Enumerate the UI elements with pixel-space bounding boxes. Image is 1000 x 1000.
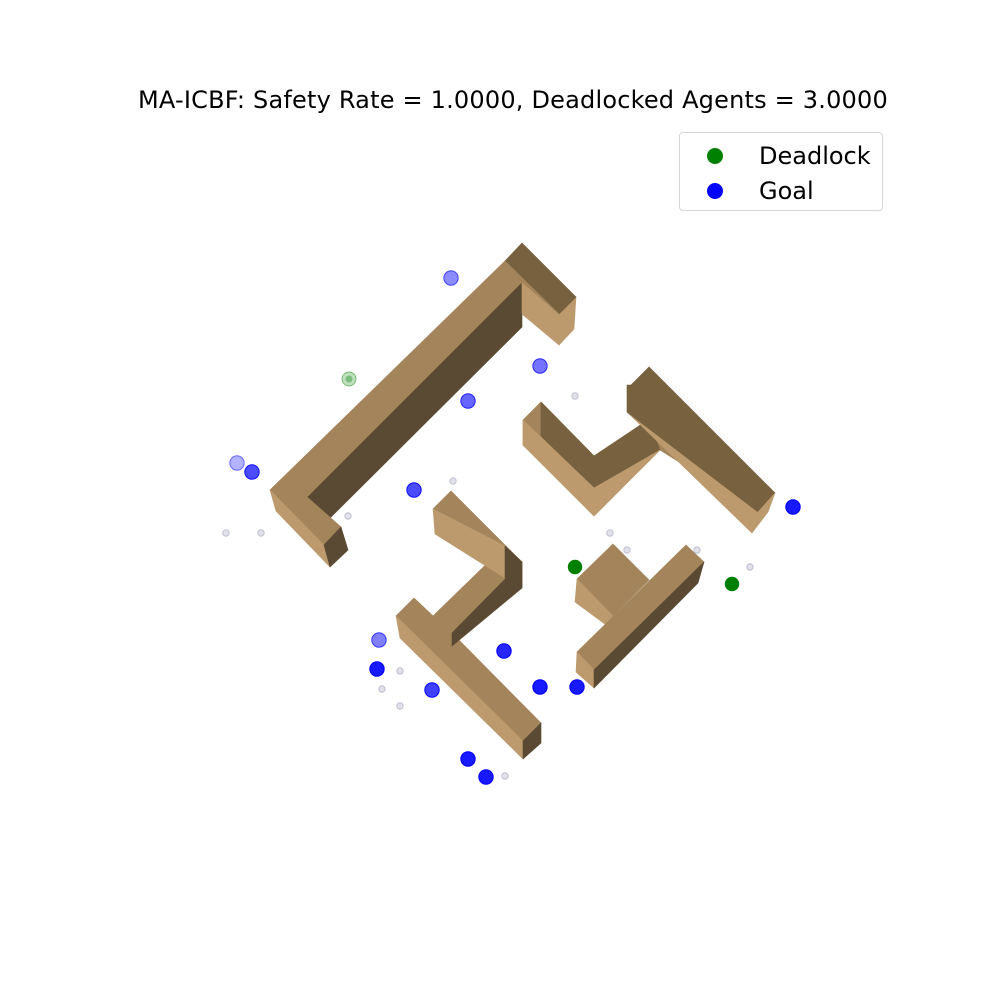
- wall-face: [522, 722, 542, 760]
- trail-point: [222, 529, 230, 537]
- goal-marker: [371, 632, 387, 648]
- wall-layer: [269, 242, 776, 760]
- legend-marker-deadlock: [707, 148, 723, 164]
- trail-point: [501, 772, 509, 780]
- goal-marker: [229, 455, 245, 471]
- deadlock-marker: [724, 576, 740, 592]
- wall-face: [323, 526, 349, 568]
- trail-layer: [222, 392, 754, 780]
- wall-face: [593, 449, 661, 517]
- trail-point: [606, 529, 614, 537]
- legend-item-deadlock: Deadlock: [680, 141, 882, 171]
- chart-title: MA-ICBF: Safety Rate = 1.0000, Deadlocke…: [138, 86, 888, 114]
- wall-face: [451, 561, 523, 647]
- goal-marker: [460, 751, 476, 767]
- goal-marker: [369, 661, 385, 677]
- legend: Deadlock Goal: [679, 132, 883, 211]
- goal-marker: [478, 769, 494, 785]
- goal-marker: [443, 270, 459, 286]
- trail-point: [344, 512, 352, 520]
- trail-point: [746, 563, 754, 571]
- trail-point: [257, 529, 265, 537]
- goal-marker: [569, 679, 585, 695]
- goal-marker: [532, 679, 548, 695]
- goal-marker: [406, 482, 422, 498]
- goal-marker: [424, 682, 440, 698]
- legend-marker-goal: [707, 183, 723, 199]
- trail-point: [623, 546, 631, 554]
- goal-marker: [785, 499, 801, 515]
- goal-marker: [532, 358, 548, 374]
- goal-marker: [460, 393, 476, 409]
- wall-face: [626, 384, 759, 513]
- agent-layer: [229, 270, 801, 785]
- trail-point: [693, 546, 701, 554]
- wall-top: [269, 260, 523, 546]
- deadlock-marker-core: [345, 375, 353, 383]
- trail-point: [449, 477, 457, 485]
- legend-label-goal: Goal: [759, 177, 814, 205]
- legend-item-goal: Goal: [680, 176, 882, 206]
- goal-marker: [496, 643, 512, 659]
- trail-point: [571, 392, 579, 400]
- goal-marker: [244, 464, 260, 480]
- trail-point: [396, 702, 404, 710]
- trail-point: [378, 685, 386, 693]
- deadlock-marker: [341, 371, 357, 387]
- wall-face: [593, 561, 705, 689]
- legend-label-deadlock: Deadlock: [759, 142, 871, 170]
- wall-face: [751, 492, 776, 534]
- deadlock-marker: [567, 559, 583, 575]
- trail-point: [396, 667, 404, 675]
